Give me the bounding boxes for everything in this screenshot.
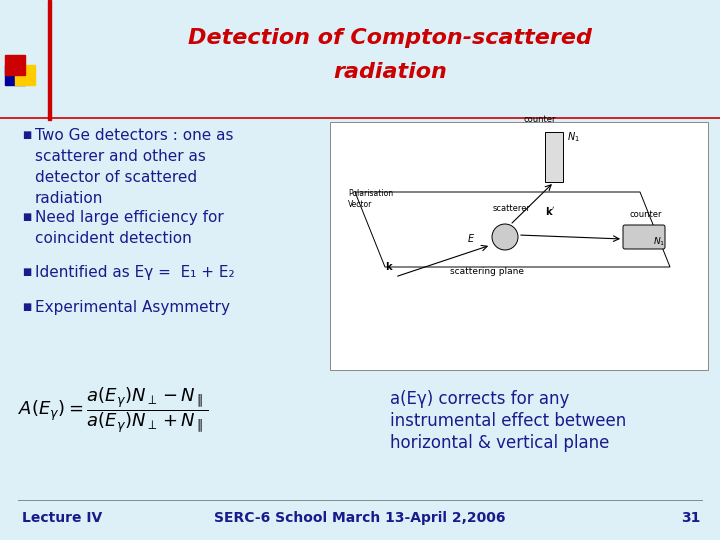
Text: Experimental Asymmetry: Experimental Asymmetry — [35, 300, 230, 315]
Text: instrumental effect between: instrumental effect between — [390, 412, 626, 430]
Bar — [545, 132, 563, 182]
Text: counter: counter — [630, 210, 662, 219]
Text: ■: ■ — [22, 302, 31, 312]
Bar — [48, 0, 51, 120]
Text: $E$: $E$ — [467, 232, 475, 244]
Text: Identified as Eγ =  E₁ + E₂: Identified as Eγ = E₁ + E₂ — [35, 265, 235, 280]
Text: Detection of Compton-scattered: Detection of Compton-scattered — [188, 28, 592, 48]
FancyBboxPatch shape — [623, 225, 665, 249]
Text: radiation: radiation — [333, 62, 447, 82]
Text: horizontal & vertical plane: horizontal & vertical plane — [390, 434, 609, 452]
Text: $N_1$: $N_1$ — [567, 130, 580, 144]
Text: Polarisation
Vector: Polarisation Vector — [348, 189, 393, 209]
Text: Need large efficiency for
coincident detection: Need large efficiency for coincident det… — [35, 210, 224, 246]
Bar — [5, 55, 25, 75]
Bar — [330, 122, 708, 370]
Circle shape — [492, 224, 518, 250]
Text: $\mathbf{k'}$: $\mathbf{k'}$ — [545, 205, 555, 217]
Text: $A(E_\gamma) = \dfrac{a(E_\gamma)N_\perp - N_\parallel}{a(E_\gamma)N_\perp + N_\: $A(E_\gamma) = \dfrac{a(E_\gamma)N_\perp… — [18, 385, 208, 435]
Text: $\mathbf{k}$: $\mathbf{k}$ — [385, 260, 394, 272]
Bar — [5, 65, 25, 85]
Text: SERC-6 School March 13-April 2,2006: SERC-6 School March 13-April 2,2006 — [215, 511, 505, 525]
Text: Two Ge detectors : one as
scatterer and other as
detector of scattered
radiation: Two Ge detectors : one as scatterer and … — [35, 128, 233, 206]
Text: $N_1$: $N_1$ — [653, 236, 665, 248]
Text: scattering plane: scattering plane — [450, 267, 524, 276]
Text: Lecture IV: Lecture IV — [22, 511, 102, 525]
Bar — [15, 65, 35, 85]
Text: ■: ■ — [22, 130, 31, 140]
Text: scatterer: scatterer — [493, 204, 531, 213]
Text: 31: 31 — [680, 511, 700, 525]
Polygon shape — [355, 192, 670, 267]
Text: counter: counter — [523, 115, 557, 124]
Text: a(Eγ) corrects for any: a(Eγ) corrects for any — [390, 390, 570, 408]
Text: ■: ■ — [22, 212, 31, 222]
Text: ■: ■ — [22, 267, 31, 277]
